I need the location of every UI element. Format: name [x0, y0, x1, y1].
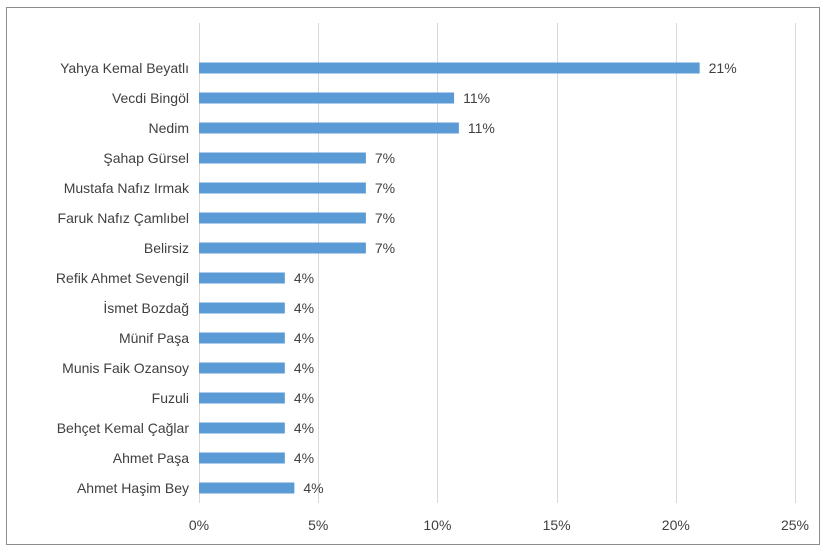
data-label: 11% — [463, 90, 490, 106]
bar — [199, 182, 366, 194]
x-tick-label: 15% — [543, 517, 571, 533]
bar — [199, 152, 366, 164]
category-label: Nedim — [149, 120, 189, 136]
x-tick-label: 20% — [662, 517, 690, 533]
bar — [199, 92, 455, 104]
category-label: Munis Faik Ozansoy — [62, 360, 189, 376]
data-label: 4% — [303, 480, 323, 496]
category-label: Belirsiz — [144, 240, 189, 256]
data-label: 7% — [375, 210, 395, 226]
bar — [199, 62, 700, 74]
data-label: 4% — [294, 300, 314, 316]
bar — [199, 242, 366, 254]
x-tick-label: 5% — [308, 517, 328, 533]
data-label: 7% — [375, 180, 395, 196]
category-label: Faruk Nafız Çamlıbel — [58, 210, 189, 226]
bar — [199, 422, 285, 434]
data-label: 11% — [468, 120, 495, 136]
category-label: Vecdi Bingöl — [112, 90, 189, 106]
data-labels: 21% 11% 11% 7% 7% 7% 7% 4% 4% 4% 4% 4% 4% 4% 4% — [294, 60, 737, 496]
data-label: 4% — [294, 330, 314, 346]
category-label: Şahap Gürsel — [103, 150, 189, 166]
category-label: Ahmet Haşim Bey — [77, 480, 189, 496]
bar — [199, 392, 285, 404]
bar — [199, 482, 295, 494]
data-label: 4% — [294, 390, 314, 406]
category-label: Refik Ahmet Sevengil — [56, 270, 189, 286]
x-axis-tick-labels: 0% 5% 10% 15% 20% 25% — [189, 517, 809, 533]
bar — [199, 332, 285, 344]
bar — [199, 272, 285, 284]
x-tick-label: 0% — [189, 517, 209, 533]
category-label: Ahmet Paşa — [113, 450, 189, 466]
bar — [199, 302, 285, 314]
x-tick-label: 25% — [781, 517, 809, 533]
data-label: 4% — [294, 270, 314, 286]
category-label: Yahya Kemal Beyatlı — [60, 60, 189, 76]
category-label: İsmet Bozdağ — [103, 299, 189, 316]
bar — [199, 122, 459, 134]
bar — [199, 212, 366, 224]
data-label: 7% — [375, 240, 395, 256]
category-labels: Yahya Kemal Beyatlı Vecdi Bingöl Nedim Şaha… — [56, 60, 190, 496]
x-tick-label: 10% — [423, 517, 451, 533]
data-label: 4% — [294, 360, 314, 376]
data-label: 7% — [375, 150, 395, 166]
category-label: Behçet Kemal Çağlar — [57, 420, 190, 436]
data-label: 4% — [294, 450, 314, 466]
data-label: 4% — [294, 420, 314, 436]
bar — [199, 452, 285, 464]
bars — [199, 62, 700, 494]
data-label: 21% — [709, 60, 737, 76]
category-label: Mustafa Nafız Irmak — [64, 180, 190, 196]
category-label: Fuzuli — [152, 390, 189, 406]
category-label: Münif Paşa — [119, 330, 189, 346]
bar — [199, 362, 285, 374]
